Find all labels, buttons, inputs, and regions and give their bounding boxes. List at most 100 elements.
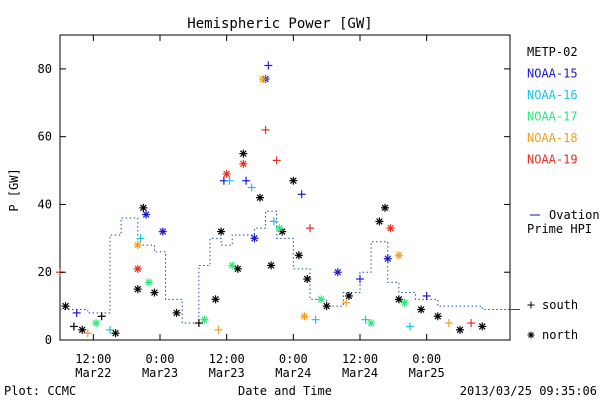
data-point-noaa-18 <box>342 298 351 307</box>
x-axis-label: Date and Time <box>238 384 332 398</box>
data-point-noaa-17 <box>275 224 284 233</box>
x-tick-label-date: Mar23 <box>142 366 178 380</box>
x-tick-label-time: 12:00 <box>342 352 378 366</box>
ovation-hpi-line <box>60 210 520 324</box>
data-point-noaa-16 <box>361 315 370 324</box>
data-point-noaa-15 <box>72 308 81 317</box>
plot-credit: Plot: CCMC <box>4 384 76 398</box>
data-point-noaa-15 <box>142 210 151 219</box>
plot-frame <box>59 34 511 341</box>
legend-noaa-16: NOAA-16 <box>527 88 578 102</box>
data-point-noaa-16 <box>311 315 320 324</box>
data-point-noaa-18 <box>300 312 309 321</box>
data-point-noaa-19 <box>306 224 314 233</box>
data-point-metp-02 <box>394 295 403 304</box>
series-legend: METP-02 NOAA-15 NOAA-16 NOAA-17 NOAA-18 NOAA-… <box>527 45 578 167</box>
marker-legend-symbol-north <box>527 331 535 339</box>
x-tick-label-time: 0:00 <box>412 352 441 366</box>
data-point-noaa-15 <box>297 190 306 199</box>
data-point-noaa-19 <box>467 319 476 328</box>
x-tick-label-date: Mar24 <box>275 366 311 380</box>
data-point-metp-02 <box>61 302 70 311</box>
ovation-legend-line2: Prime HPI <box>527 222 592 236</box>
data-point-noaa-17 <box>200 315 209 324</box>
ovation-step-path <box>60 210 510 324</box>
y-tick-label: 20 <box>38 265 52 279</box>
data-point-metp-02 <box>133 285 142 294</box>
legend-noaa-15: NOAA-15 <box>527 67 578 81</box>
data-point-noaa-15 <box>383 254 392 263</box>
data-point-metp-02 <box>233 264 242 273</box>
data-point-noaa-16 <box>225 176 234 185</box>
data-point-metp-02 <box>217 227 226 236</box>
data-point-noaa-18 <box>214 325 223 334</box>
data-point-noaa-17 <box>367 319 376 328</box>
x-axis-ticks: 12:00Mar220:00Mar2312:00Mar230:00Mar2412… <box>75 35 445 380</box>
data-point-metp-02 <box>267 261 276 270</box>
data-point-noaa-15 <box>242 176 251 185</box>
data-points <box>56 61 487 338</box>
y-tick-label: 40 <box>38 197 52 211</box>
data-point-metp-02 <box>69 322 78 331</box>
data-point-noaa-16 <box>406 322 414 331</box>
legend-noaa-19: NOAA-19 <box>527 153 578 167</box>
plot-timestamp: 2013/03/25 09:35:06 <box>460 384 597 398</box>
data-point-noaa-15 <box>264 61 273 70</box>
data-point-metp-02 <box>294 251 303 260</box>
data-point-noaa-19 <box>272 156 281 165</box>
data-point-metp-02 <box>239 149 248 158</box>
data-point-noaa-18 <box>133 241 142 250</box>
data-point-noaa-15 <box>158 227 167 236</box>
data-point-metp-02 <box>194 319 203 328</box>
x-tick-label-time: 0:00 <box>279 352 308 366</box>
data-point-noaa-16 <box>106 325 114 334</box>
x-tick-label-date: Mar22 <box>75 366 111 380</box>
data-point-noaa-15 <box>422 291 431 300</box>
data-point-metp-02 <box>111 329 120 338</box>
data-point-noaa-19 <box>386 224 395 233</box>
data-point-metp-02 <box>78 325 87 334</box>
marker-legend: south north <box>527 298 578 342</box>
data-point-metp-02 <box>456 325 464 334</box>
data-point-metp-02 <box>375 217 384 226</box>
data-point-noaa-15 <box>356 275 364 283</box>
data-point-noaa-17 <box>144 278 153 287</box>
data-point-noaa-19 <box>222 169 231 178</box>
data-point-metp-02 <box>172 308 181 317</box>
data-point-metp-02 <box>478 322 487 331</box>
data-point-noaa-18 <box>83 329 92 338</box>
chart-title: Hemispheric Power [GW] <box>187 16 372 32</box>
x-tick-label-time: 12:00 <box>209 352 245 366</box>
data-point-noaa-17 <box>228 261 237 270</box>
data-point-metp-02 <box>344 291 353 300</box>
x-tick-label-date: Mar23 <box>209 366 245 380</box>
data-point-noaa-17 <box>317 295 326 304</box>
x-tick-label-date: Mar25 <box>409 366 445 380</box>
data-point-metp-02 <box>303 275 312 283</box>
data-point-metp-02 <box>417 305 426 314</box>
x-tick-label-time: 12:00 <box>75 352 111 366</box>
x-tick-label-date: Mar24 <box>342 366 378 380</box>
y-tick-label: 0 <box>45 333 52 347</box>
y-tick-label: 80 <box>38 62 52 76</box>
data-point-noaa-19 <box>261 125 270 134</box>
data-point-noaa-15 <box>333 268 342 277</box>
ovation-legend: Ovation Prime HPI <box>527 208 600 236</box>
data-point-metp-02 <box>97 312 106 321</box>
data-point-metp-02 <box>381 203 389 212</box>
data-point-noaa-17 <box>92 319 101 328</box>
data-point-noaa-19 <box>133 264 142 273</box>
data-point-metp-02 <box>433 312 442 321</box>
data-point-metp-02 <box>289 176 298 185</box>
legend-noaa-18: NOAA-18 <box>527 131 578 145</box>
x-tick-label-time: 0:00 <box>146 352 175 366</box>
data-point-noaa-16 <box>269 217 278 226</box>
legend-noaa-17: NOAA-17 <box>527 110 578 124</box>
data-point-noaa-18 <box>258 75 267 84</box>
y-axis-label: P [GW] <box>7 168 21 211</box>
data-point-metp-02 <box>211 295 220 304</box>
data-point-noaa-16 <box>247 183 256 192</box>
data-point-noaa-19 <box>239 159 248 168</box>
data-point-noaa-16 <box>136 234 145 243</box>
